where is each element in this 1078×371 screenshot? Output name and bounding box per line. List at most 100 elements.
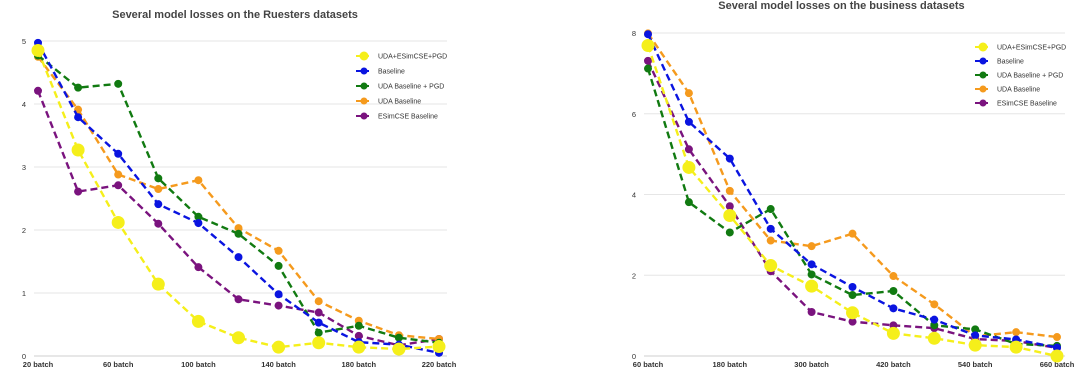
y-tick-label: 0 (22, 352, 26, 361)
data-point (725, 202, 734, 211)
data-point (930, 300, 939, 309)
legend-label: UDA Baseline (997, 87, 1040, 94)
data-point (684, 198, 693, 207)
x-tick-label: 100 batch (181, 360, 216, 369)
data-point (274, 290, 283, 299)
data-point (1009, 340, 1023, 354)
legend-marker (360, 67, 368, 75)
data-point (194, 263, 203, 272)
data-point (154, 185, 163, 194)
data-point (766, 205, 775, 214)
legend-marker (979, 71, 987, 79)
data-point (71, 143, 85, 157)
x-tick-label: 180 batch (712, 360, 747, 369)
y-tick-label: 4 (22, 100, 26, 109)
data-point (725, 228, 734, 237)
data-point (272, 340, 286, 354)
data-point (354, 331, 363, 340)
data-point (848, 229, 857, 238)
data-point (1050, 349, 1064, 363)
data-point (432, 340, 446, 354)
data-point (644, 64, 652, 73)
x-tick-label: 60 batch (633, 360, 664, 369)
y-tick-label: 3 (22, 163, 26, 172)
data-point (805, 279, 819, 293)
chart-left-plot: 0 1 2 3 4 5 20 batch 60 batch 100 batch 140 batch… (22, 37, 457, 369)
x-tick-label: 180 batch (341, 360, 376, 369)
data-point (848, 317, 857, 326)
data-point (74, 187, 83, 196)
series-line (36, 50, 440, 351)
data-point (644, 56, 652, 65)
data-point (114, 149, 123, 158)
data-point (848, 282, 857, 291)
legend-label: ESimCSE Baseline (997, 101, 1057, 108)
legend-label: UDA Baseline + PGD (997, 73, 1063, 80)
data-point (111, 215, 125, 229)
data-point (889, 272, 898, 281)
data-point (971, 325, 980, 334)
x-tick-label: 220 batch (422, 360, 457, 369)
y-tick-label: 4 (632, 191, 636, 200)
series-line (646, 68, 1058, 348)
data-point (889, 304, 898, 313)
data-point (154, 200, 163, 209)
data-point (766, 224, 775, 233)
data-point (234, 253, 243, 262)
data-point (314, 318, 323, 327)
data-point (886, 326, 900, 340)
y-tick-label: 2 (632, 271, 636, 280)
data-point (723, 208, 737, 222)
x-tick-label: 660 batch (1040, 360, 1075, 369)
data-point (1053, 333, 1061, 342)
series-line (646, 45, 1058, 358)
y-tick-label: 6 (632, 110, 636, 119)
data-point (154, 174, 163, 183)
data-point (930, 315, 939, 324)
legend-label: UDA+ESimCSE+PGD (997, 45, 1066, 52)
legend-label: UDA Baseline + PGD (378, 84, 444, 91)
series-line (36, 90, 440, 347)
y-tick-label: 0 (632, 352, 636, 361)
data-point (684, 117, 693, 126)
y-tick-label: 8 (632, 29, 636, 38)
data-point (927, 331, 941, 345)
data-point (968, 338, 982, 352)
data-point (234, 295, 243, 304)
y-tick-label: 5 (22, 37, 26, 46)
legend-label: ESimCSE Baseline (378, 114, 438, 121)
data-point (274, 261, 283, 270)
data-point (312, 336, 326, 350)
data-point (684, 145, 693, 154)
legend-marker (979, 57, 987, 65)
data-point (764, 259, 778, 273)
data-point (682, 160, 696, 174)
data-point (74, 83, 83, 92)
x-tick-label: 60 batch (103, 360, 134, 369)
legend-marker (360, 112, 368, 120)
data-point (807, 270, 816, 279)
data-point (274, 246, 283, 255)
legend-marker (360, 97, 368, 105)
data-point (807, 307, 816, 316)
data-point (392, 342, 406, 356)
data-point (889, 286, 898, 295)
x-tick-label: 140 batch (261, 360, 296, 369)
data-point (725, 186, 734, 195)
data-point (848, 291, 857, 300)
data-point (34, 86, 42, 95)
data-point (766, 236, 775, 245)
data-point (191, 314, 205, 328)
series-line (646, 60, 1058, 350)
data-point (314, 308, 323, 317)
legend-label: UDA Baseline (378, 99, 421, 106)
legend-marker (360, 82, 368, 90)
data-point (194, 176, 203, 185)
data-point (234, 224, 243, 233)
data-point (74, 113, 83, 122)
chart-left: Several model losses on the Ruesters dat… (0, 0, 470, 371)
data-point (807, 242, 816, 251)
legend-label: Baseline (997, 59, 1024, 66)
data-point (394, 333, 403, 342)
data-point (641, 39, 655, 53)
